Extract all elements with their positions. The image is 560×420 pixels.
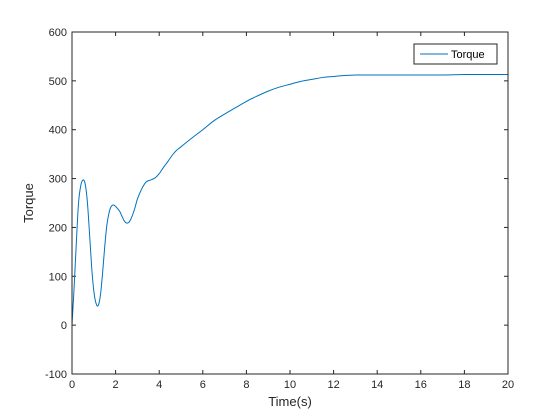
x-tick-label: 10 [284,379,296,391]
x-tick-label: 4 [156,379,162,391]
legend-label: Torque [451,49,485,61]
x-tick-label: 12 [327,379,339,391]
y-tick-label: 500 [49,76,67,88]
x-tick-label: 2 [113,379,119,391]
y-tick-label: 300 [49,174,67,186]
y-tick-label: 600 [49,27,67,39]
legend: Torque [413,43,498,65]
x-tick-label: 6 [200,379,206,391]
legend-box [413,43,498,65]
plot-area [72,32,508,374]
x-tick-label: 20 [502,379,514,391]
torque-series-line [71,73,508,326]
y-tick-label: -100 [45,369,67,381]
plot-frame [71,31,509,375]
y-tick-label: 200 [49,222,67,234]
y-tick-label: 100 [49,271,67,283]
x-tick-label: 16 [415,379,427,391]
x-axis-label: Time(s) [268,394,312,409]
y-tick-label: 0 [61,320,67,332]
x-tick-label: 8 [243,379,249,391]
x-tick-label: 0 [69,379,75,391]
x-tick-label: 14 [371,379,383,391]
y-tick-label: 400 [49,125,67,137]
x-tick-label: 18 [458,379,470,391]
y-axis-label: Torque [21,183,36,223]
